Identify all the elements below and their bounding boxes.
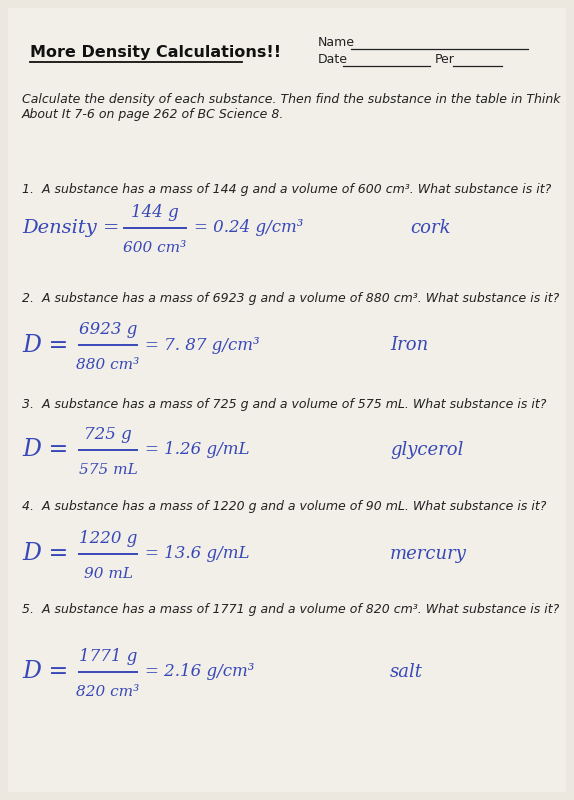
Text: About It 7-6 on page 262 of BC Science 8.: About It 7-6 on page 262 of BC Science 8…: [22, 108, 284, 121]
Text: cork: cork: [410, 219, 451, 237]
Text: 880 cm³: 880 cm³: [76, 358, 139, 372]
Text: D =: D =: [22, 542, 68, 566]
Text: 2.  A substance has a mass of 6923 g and a volume of 880 cm³. What substance is : 2. A substance has a mass of 6923 g and …: [22, 292, 559, 305]
Text: Per: Per: [435, 53, 455, 66]
Text: glycerol: glycerol: [390, 441, 463, 459]
Text: Date: Date: [318, 53, 348, 66]
Text: 3.  A substance has a mass of 725 g and a volume of 575 mL. What substance is it: 3. A substance has a mass of 725 g and a…: [22, 398, 546, 411]
Text: 5.  A substance has a mass of 1771 g and a volume of 820 cm³. What substance is : 5. A substance has a mass of 1771 g and …: [22, 603, 559, 616]
Text: = 7. 87 g/cm³: = 7. 87 g/cm³: [145, 337, 259, 354]
Text: D =: D =: [22, 438, 68, 462]
Text: D =: D =: [22, 661, 68, 683]
Text: Calculate the density of each substance. Then find the substance in the table in: Calculate the density of each substance.…: [22, 93, 560, 106]
Text: Name: Name: [318, 36, 355, 49]
Text: 725 g: 725 g: [84, 426, 132, 443]
Text: 1220 g: 1220 g: [79, 530, 137, 547]
Text: mercury: mercury: [390, 545, 467, 563]
Text: Density =: Density =: [22, 219, 119, 237]
Text: 820 cm³: 820 cm³: [76, 685, 139, 699]
Text: 1771 g: 1771 g: [79, 648, 137, 665]
Text: 1.  A substance has a mass of 144 g and a volume of 600 cm³. What substance is i: 1. A substance has a mass of 144 g and a…: [22, 183, 551, 196]
Text: Iron: Iron: [390, 336, 428, 354]
Text: 575 mL: 575 mL: [79, 463, 137, 477]
Text: salt: salt: [390, 663, 423, 681]
Text: More Density Calculations!!: More Density Calculations!!: [30, 45, 281, 60]
Text: = 0.24 g/cm³: = 0.24 g/cm³: [194, 219, 304, 237]
Text: D =: D =: [22, 334, 68, 357]
Text: 144 g: 144 g: [131, 204, 179, 221]
Text: = 1.26 g/mL: = 1.26 g/mL: [145, 442, 250, 458]
Text: = 13.6 g/mL: = 13.6 g/mL: [145, 546, 250, 562]
Text: 4.  A substance has a mass of 1220 g and a volume of 90 mL. What substance is it: 4. A substance has a mass of 1220 g and …: [22, 500, 546, 513]
Text: 90 mL: 90 mL: [83, 567, 133, 581]
Text: = 2.16 g/cm³: = 2.16 g/cm³: [145, 663, 254, 681]
Text: 600 cm³: 600 cm³: [123, 241, 187, 255]
Text: 6923 g: 6923 g: [79, 321, 137, 338]
